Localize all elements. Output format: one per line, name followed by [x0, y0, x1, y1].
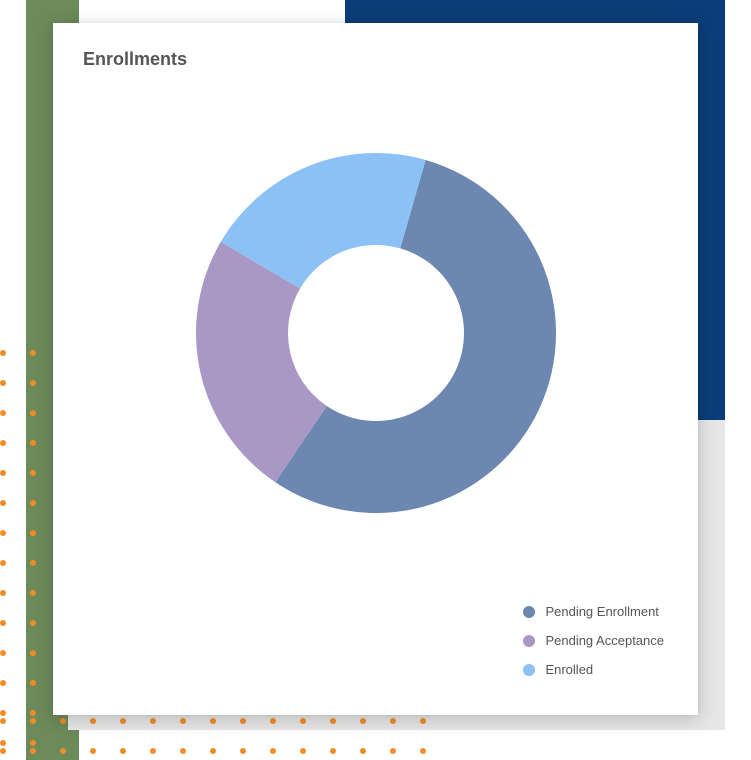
stage: Enrollments Pending Enrollment Pending A…: [0, 0, 751, 760]
legend-item-enrolled: Enrolled: [523, 662, 664, 677]
enrollments-card: Enrollments Pending Enrollment Pending A…: [53, 23, 698, 715]
legend-label: Pending Acceptance: [545, 633, 664, 648]
donut-chart: [186, 143, 566, 523]
legend-dot-icon: [523, 664, 535, 676]
legend: Pending Enrollment Pending Acceptance En…: [523, 604, 664, 677]
legend-label: Pending Enrollment: [545, 604, 658, 619]
legend-label: Enrolled: [545, 662, 593, 677]
card-title: Enrollments: [83, 49, 668, 70]
legend-item-pending-enrollment: Pending Enrollment: [523, 604, 664, 619]
legend-item-pending-acceptance: Pending Acceptance: [523, 633, 664, 648]
legend-dot-icon: [523, 635, 535, 647]
legend-dot-icon: [523, 606, 535, 618]
